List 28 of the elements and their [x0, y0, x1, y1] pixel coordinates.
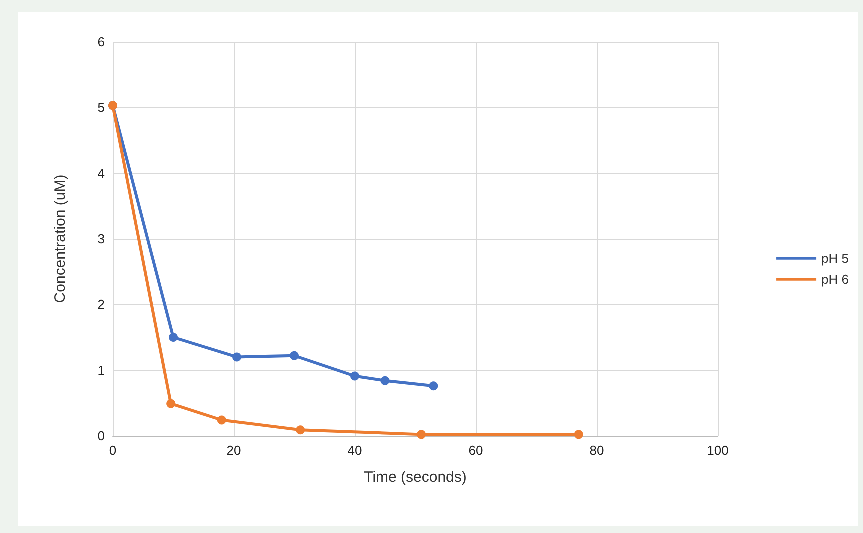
- x-tick-label: 80: [590, 443, 604, 458]
- point: [574, 430, 584, 440]
- y-tick-label: 3: [98, 232, 105, 246]
- y-tick-label: 5: [98, 100, 105, 116]
- y-tick-label: 2: [98, 297, 105, 312]
- x-tick-label: 0: [109, 443, 117, 458]
- x-tick-label: 60: [468, 443, 484, 458]
- legend-label: pH 5: [822, 251, 850, 266]
- point: [350, 372, 360, 381]
- y-axis-title: Concentration (uM): [52, 174, 69, 304]
- y-tick-label: 1: [98, 362, 105, 378]
- point: [232, 352, 242, 362]
- point: [429, 382, 438, 391]
- y-tick-label: 6: [98, 34, 105, 50]
- point: [296, 426, 306, 435]
- y-tick-label: 4: [98, 166, 105, 181]
- x-tick-label: 40: [348, 443, 362, 458]
- x-tick-label: 20: [226, 443, 242, 458]
- legend-label: pH 6: [822, 272, 850, 287]
- point: [217, 416, 226, 425]
- point: [166, 399, 176, 408]
- point: [417, 430, 426, 440]
- x-tick-label: 100: [707, 443, 729, 458]
- x-axis-title: Time (seconds): [364, 469, 467, 486]
- point: [380, 376, 390, 386]
- point: [169, 333, 178, 342]
- point: [290, 351, 299, 360]
- y-tick-label: 0: [98, 428, 105, 444]
